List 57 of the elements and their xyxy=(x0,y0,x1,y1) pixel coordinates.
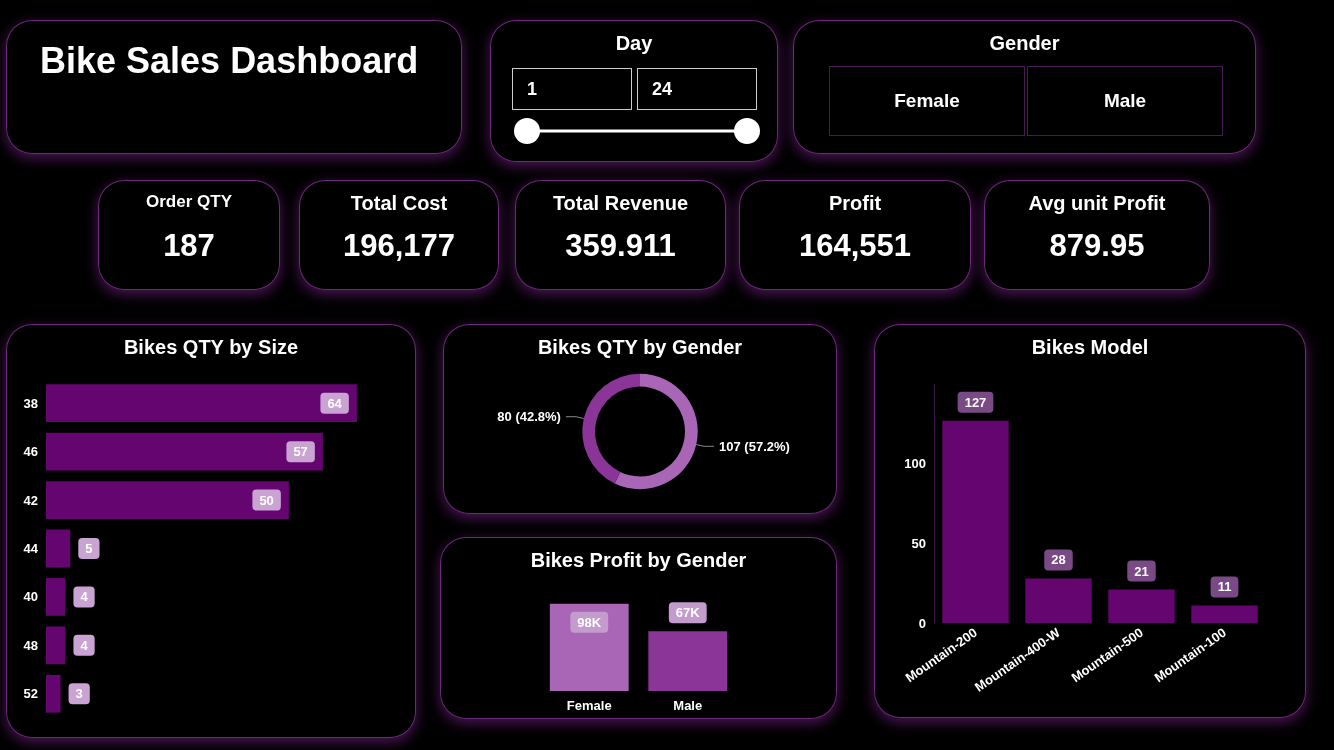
data-label: 28 xyxy=(1051,552,1066,568)
y-tick-label: 46 xyxy=(23,444,38,460)
bar xyxy=(46,674,61,713)
y-tick-label: 38 xyxy=(23,395,38,411)
chart-title: Bikes QTY by Gender xyxy=(536,336,744,359)
y-tick-label: 100 xyxy=(904,456,926,472)
data-label: 98K xyxy=(577,614,602,630)
text: 879.95 xyxy=(1048,228,1146,264)
text: Day xyxy=(614,32,654,55)
data-label: 3 xyxy=(75,686,83,702)
data-label: 127 xyxy=(964,394,987,410)
category-label: Female xyxy=(829,66,1025,136)
bar xyxy=(46,384,357,423)
category-label: Total Cost xyxy=(349,192,449,215)
category-label: Total Revenue xyxy=(551,192,690,215)
text: 24 xyxy=(637,68,757,110)
bar xyxy=(46,432,323,471)
y-tick-label: 48 xyxy=(23,637,38,653)
data-label: 11 xyxy=(1217,579,1232,595)
data-label: 4 xyxy=(80,637,89,653)
data-label: 80 (42.8%) xyxy=(497,409,561,425)
bar xyxy=(1025,578,1092,623)
text: 359.911 xyxy=(564,228,677,264)
data-label: 21 xyxy=(1134,563,1149,579)
chart-title: Bikes Profit by Gender xyxy=(529,549,748,572)
y-tick-label: 40 xyxy=(23,589,38,605)
y-tick-label: 50 xyxy=(911,535,926,551)
data-label: 50 xyxy=(259,492,274,508)
chart-title: Bikes QTY by Size xyxy=(122,336,300,359)
category-label: Profit xyxy=(827,192,883,215)
data-label: 107 (57.2%) xyxy=(719,438,790,454)
data-label: 5 xyxy=(85,541,93,556)
data-label: 4 xyxy=(80,589,89,605)
text: Gender xyxy=(988,32,1061,55)
y-tick-label: 0 xyxy=(918,615,926,631)
bar xyxy=(46,578,66,616)
text: 1 xyxy=(512,68,632,110)
bar xyxy=(942,420,1009,623)
bar xyxy=(46,481,289,519)
text: 196,177 xyxy=(341,228,457,264)
bar xyxy=(46,626,66,665)
bar xyxy=(1191,605,1258,623)
category-label: Avg unit Profit xyxy=(1027,192,1167,215)
data-label: 57 xyxy=(293,444,308,460)
data-label: 67K xyxy=(675,605,701,621)
bar xyxy=(46,529,71,568)
text: 164,551 xyxy=(797,228,913,264)
text: 187 xyxy=(162,228,216,264)
y-tick-label: 42 xyxy=(23,492,38,508)
category-label: Male xyxy=(1027,66,1223,136)
bar xyxy=(1108,589,1175,623)
chart-title: Bikes Model xyxy=(1030,336,1150,359)
text: Bike Sales Dashboard xyxy=(40,40,420,82)
y-tick-label: 52 xyxy=(23,686,38,702)
y-tick-label: 44 xyxy=(23,541,39,556)
category-label: Order QTY xyxy=(145,192,233,212)
data-label: 64 xyxy=(327,395,343,411)
